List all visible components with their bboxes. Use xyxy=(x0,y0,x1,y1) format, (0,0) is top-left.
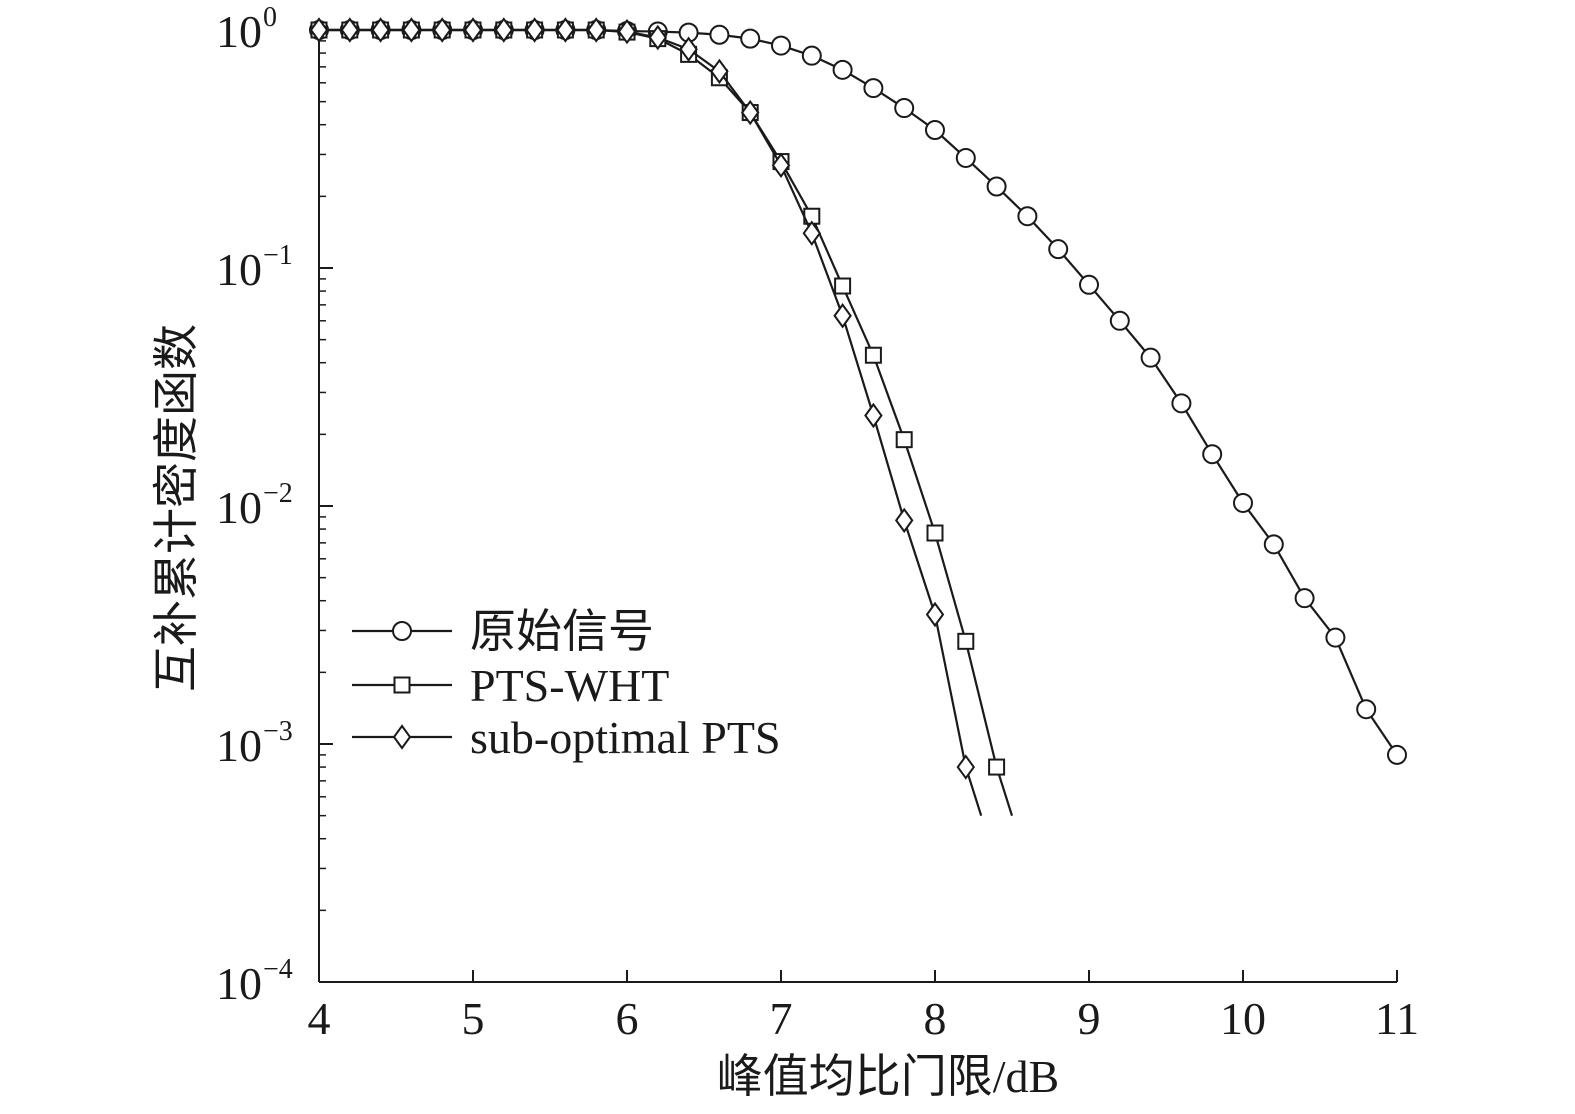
diamond-point xyxy=(771,152,791,179)
x-tick-label: 4 xyxy=(308,993,331,1044)
diamond-point xyxy=(740,99,760,126)
legend-marker-diamond xyxy=(392,724,412,750)
circle-point xyxy=(709,24,730,45)
circle-point xyxy=(1233,492,1253,513)
diamond-point xyxy=(894,507,914,534)
circle-point xyxy=(863,78,884,99)
circle-point xyxy=(1109,310,1130,331)
diamond-point xyxy=(617,18,637,45)
x-tick-label: 8 xyxy=(924,993,947,1044)
circle-point xyxy=(740,28,761,49)
diamond-point xyxy=(556,17,575,43)
legend-label: sub-optimal PTS xyxy=(470,712,781,763)
circle-point xyxy=(1140,347,1161,368)
diamond-point xyxy=(925,601,945,628)
square-point xyxy=(834,277,852,295)
diamond-point xyxy=(648,24,668,51)
diamond-point xyxy=(309,17,329,43)
x-tick-label: 11 xyxy=(1375,993,1419,1044)
circle-point xyxy=(1263,534,1284,555)
circle-point xyxy=(894,98,915,119)
square-point xyxy=(926,524,944,542)
diamond-point xyxy=(864,402,883,429)
square-point xyxy=(895,431,913,449)
circle-point xyxy=(1171,393,1192,414)
circle-point xyxy=(771,35,791,56)
y-tick-exponent: 0 xyxy=(263,2,277,33)
y-tick-exponent: −3 xyxy=(263,716,293,747)
series-layer xyxy=(309,17,1407,816)
legend-marker-square xyxy=(393,676,411,694)
diamond-point xyxy=(494,17,514,43)
circle-point xyxy=(1079,274,1099,295)
x-tick-label: 10 xyxy=(1220,993,1266,1044)
diamond-point xyxy=(956,754,976,780)
diamond-point xyxy=(586,17,606,43)
y-tick-label: 10 xyxy=(216,6,262,57)
circle-point xyxy=(955,147,976,168)
square-point xyxy=(957,632,975,650)
diamond-point xyxy=(432,17,452,43)
diamond-point xyxy=(710,58,729,85)
diamond-point xyxy=(340,17,360,43)
circle-point xyxy=(1202,444,1223,465)
circle-point xyxy=(1325,627,1346,648)
series-diamond xyxy=(309,17,983,816)
circle-point xyxy=(925,120,945,141)
circle-point xyxy=(1294,588,1315,609)
x-tick-label: 5 xyxy=(462,993,485,1044)
diamond-point xyxy=(679,36,698,62)
legend-marker-circle xyxy=(392,621,412,641)
diamond-point xyxy=(525,17,544,43)
y-tick-exponent: −1 xyxy=(263,240,293,271)
circle-point xyxy=(986,176,1007,197)
x-tick-label: 7 xyxy=(770,993,793,1044)
legend-label: 原始信号 xyxy=(470,606,654,657)
circle-point xyxy=(1387,744,1407,765)
y-tick-label: 10 xyxy=(216,244,262,295)
y-tick-label: 10 xyxy=(216,720,262,771)
diamond-point xyxy=(371,17,390,43)
diamond-point xyxy=(463,17,483,43)
y-tick-exponent: −4 xyxy=(263,954,293,985)
y-tick-label: 10 xyxy=(216,958,262,1009)
square-point xyxy=(864,346,882,364)
diamond-point xyxy=(402,17,421,43)
x-tick-label: 6 xyxy=(616,993,639,1044)
x-axis-title: 峰值均比门限/dB xyxy=(717,1051,1059,1102)
circle-point xyxy=(1017,206,1038,227)
y-tick-label: 10 xyxy=(216,482,262,533)
y-minor-ticks xyxy=(319,40,326,912)
circle-point xyxy=(832,59,853,80)
diamond-point xyxy=(802,220,822,246)
circle-point xyxy=(1356,699,1377,720)
y-axis-title: 互补累计密度函数 xyxy=(151,324,202,692)
square-point xyxy=(988,758,1006,776)
y-tick-exponent: −2 xyxy=(263,478,293,509)
legend-label: PTS-WHT xyxy=(470,660,669,711)
x-ticks: 4 5 6 7 8 9 10 11 xyxy=(308,970,1419,1044)
x-tick-label: 9 xyxy=(1078,993,1101,1044)
circle-point xyxy=(801,45,822,66)
diamond-point xyxy=(833,303,852,329)
circle-point xyxy=(1048,239,1069,260)
